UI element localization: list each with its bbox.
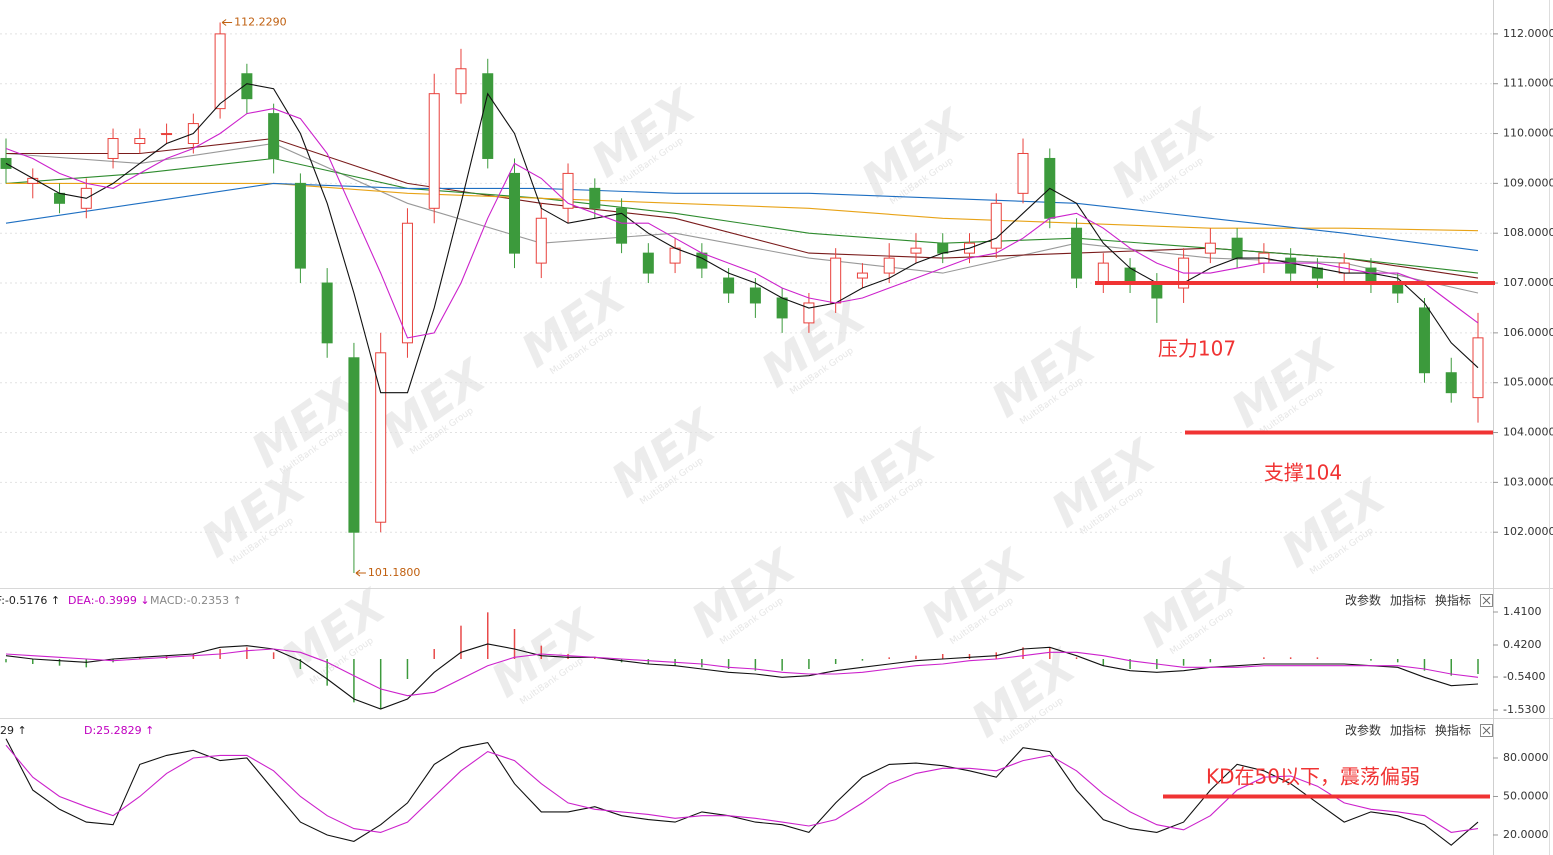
candle-body — [642, 252, 654, 274]
candle-body — [294, 182, 306, 269]
candle-body — [1365, 267, 1377, 284]
y-tick-label: 106.0000 — [1503, 326, 1553, 339]
candle-body — [1285, 257, 1297, 274]
candle-body — [1017, 152, 1029, 194]
close-x — [1482, 726, 1491, 735]
candle-body — [321, 282, 333, 344]
candle-body — [482, 73, 494, 159]
candle-body — [401, 222, 413, 344]
candle-body — [214, 33, 226, 110]
indicator-header: 29 ↑ — [0, 724, 27, 737]
candle-body — [669, 247, 681, 264]
candle-body — [1311, 267, 1323, 279]
indicator-header: MACD:-0.2353 ↑ — [150, 594, 242, 607]
level-label: KD在50以下，震荡偏弱 — [1206, 765, 1420, 789]
candle-body — [1071, 227, 1083, 279]
y-tick-label: 107.0000 — [1503, 276, 1553, 289]
candle-body — [375, 352, 387, 523]
candle-body — [535, 217, 547, 264]
y-tick-label: 1.4100 — [1503, 605, 1542, 618]
candle-body — [54, 192, 66, 204]
level-label: 压力107 — [1158, 337, 1236, 361]
moving-average — [5, 142, 1479, 294]
y-tick-label: 0.4200 — [1503, 638, 1542, 651]
close-button[interactable] — [1480, 594, 1493, 607]
y-tick-label: -1.5300 — [1503, 703, 1545, 716]
candle-body — [749, 287, 761, 304]
close-x — [1482, 596, 1491, 605]
indicator-tool[interactable]: 加指标 — [1390, 723, 1426, 738]
indicator-tool[interactable]: 换指标 — [1435, 593, 1471, 608]
candle-body — [1445, 372, 1457, 394]
kd-line — [5, 744, 1479, 833]
y-tick-label: 105.0000 — [1503, 376, 1553, 389]
candle-body — [134, 138, 146, 145]
candle-body — [803, 302, 815, 324]
extreme-arrow — [221, 19, 233, 26]
candle-body — [509, 172, 521, 254]
candle-body — [990, 202, 1002, 249]
y-tick-label: 109.0000 — [1503, 176, 1553, 189]
candle-body — [723, 277, 735, 294]
y-tick-label: 50.0000 — [1503, 789, 1549, 802]
candle-body — [937, 242, 949, 254]
indicator-tool[interactable]: 改参数 — [1345, 723, 1381, 738]
extreme-label: 112.2290 — [234, 15, 286, 28]
level-label: 支撑104 — [1264, 461, 1342, 485]
extreme-arrow — [355, 569, 366, 577]
candle-body — [910, 247, 922, 254]
close-button[interactable] — [1480, 724, 1493, 737]
y-tick-label: 108.0000 — [1503, 226, 1553, 239]
indicator-header: D:25.2829 ↑ — [84, 724, 154, 737]
indicator-header: DEA:-0.3999 ↓ — [68, 594, 150, 607]
candle-body — [589, 187, 601, 209]
indicator-tool[interactable]: 改参数 — [1345, 593, 1381, 608]
candle-body — [161, 133, 173, 136]
y-tick-label: 112.0000 — [1503, 27, 1553, 40]
candle-body — [1151, 282, 1163, 299]
candle-body — [428, 93, 440, 209]
candle-body — [1204, 242, 1216, 254]
moving-average — [5, 83, 1479, 394]
y-tick-label: 20.0000 — [1503, 828, 1549, 841]
macd-line — [5, 648, 1479, 697]
candle-body — [856, 272, 868, 279]
y-tick-label: 104.0000 — [1503, 426, 1553, 439]
candle-body — [241, 73, 253, 100]
y-tick-label: 103.0000 — [1503, 475, 1553, 488]
candle-body — [883, 257, 895, 274]
y-tick-label: -0.5400 — [1503, 670, 1545, 683]
candle-body — [830, 257, 842, 304]
candle-body — [1231, 237, 1243, 259]
kd-line — [5, 738, 1479, 846]
indicator-header: DIF:-0.5176 ↑ — [0, 594, 60, 607]
moving-average — [5, 182, 1479, 252]
y-tick-label: 111.0000 — [1503, 77, 1553, 90]
candle-body — [776, 297, 788, 319]
extreme-label: 101.1800 — [368, 566, 421, 579]
candle-body — [1418, 307, 1430, 374]
y-tick-label: 110.0000 — [1503, 127, 1553, 140]
candle-body — [616, 207, 628, 244]
indicator-tool[interactable]: 加指标 — [1390, 593, 1426, 608]
candle-body — [562, 172, 574, 209]
macd-line — [5, 643, 1479, 710]
candle-body — [455, 68, 467, 95]
moving-average — [5, 108, 1479, 339]
y-tick-label: 102.0000 — [1503, 525, 1553, 538]
y-tick-label: 80.0000 — [1503, 751, 1549, 764]
indicator-tool[interactable]: 换指标 — [1435, 723, 1471, 738]
candle-body — [348, 357, 360, 533]
moving-average — [6, 182, 1479, 232]
candle-body — [1472, 337, 1484, 399]
candle-body — [107, 138, 119, 159]
candle-body — [1097, 262, 1109, 284]
candle-body — [268, 113, 280, 159]
